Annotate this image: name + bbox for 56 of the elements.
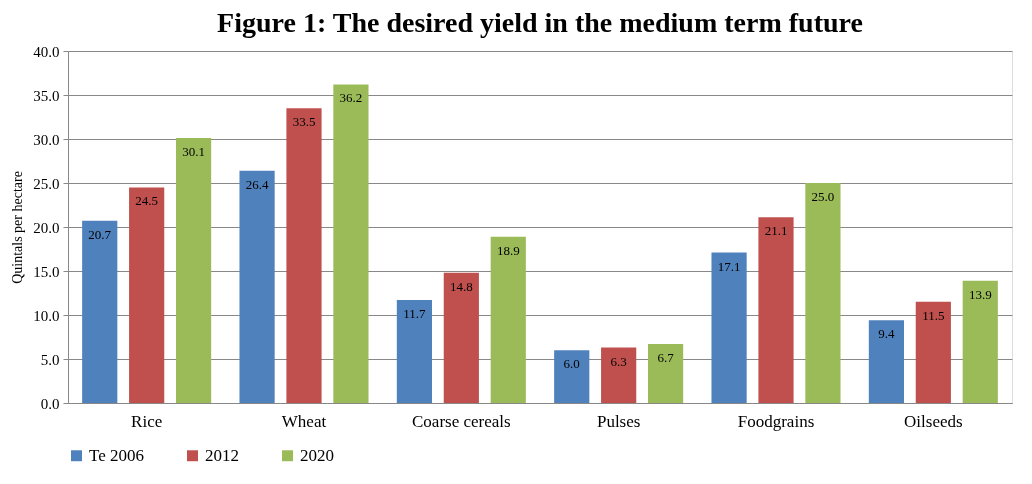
data-label: 6.7: [657, 350, 675, 366]
bar: [175, 138, 212, 403]
legend-label: Te 2006: [89, 445, 144, 465]
legend-label: 2020: [300, 445, 334, 465]
x-tick-label: Rice: [131, 411, 163, 431]
bar: [805, 183, 841, 403]
data-label: 20.7: [88, 226, 112, 242]
data-label: 30.1: [182, 144, 205, 160]
y-tick-label: 0.0: [40, 395, 60, 412]
x-tick-label: Foodgrains: [737, 411, 815, 431]
bar: [396, 300, 433, 403]
x-tick-label: Coarse cereals: [412, 411, 511, 431]
y-tick-label: 20.0: [33, 219, 60, 236]
data-label: 11.5: [922, 307, 945, 323]
bar: [647, 344, 684, 403]
bar: [286, 108, 322, 403]
bar: [915, 301, 951, 403]
x-tick-label: Oilseeds: [904, 411, 963, 431]
y-tick-label: 15.0: [33, 263, 60, 280]
bar: [82, 220, 118, 403]
data-label: 9.4: [878, 326, 896, 342]
bar: [239, 170, 275, 403]
data-label: 6.0: [563, 356, 580, 372]
y-axis-title: Quintals per hectare: [10, 171, 26, 284]
bar: [443, 272, 479, 403]
y-tick-label: 30.0: [33, 131, 60, 148]
data-label: 6.3: [610, 353, 627, 369]
bar: [554, 350, 590, 403]
data-label: 17.1: [717, 258, 741, 274]
bar: [333, 84, 369, 403]
y-tick-label: 40.0: [33, 43, 60, 60]
bar: [758, 217, 794, 403]
bar: [962, 280, 998, 403]
bar: [868, 320, 905, 403]
x-tick-label: Pulses: [596, 411, 641, 431]
data-label: 26.4: [245, 176, 269, 192]
chart-title: Figure 1: The desired yield in the medium term future: [217, 7, 863, 38]
data-label: 14.8: [449, 278, 473, 294]
y-tick-label: 25.0: [33, 175, 60, 192]
bar: [490, 236, 526, 403]
legend-label: 2012: [205, 445, 239, 465]
data-label: 36.2: [339, 90, 363, 106]
data-label: 25.0: [811, 189, 835, 204]
bar: [129, 187, 165, 403]
y-tick-label: 10.0: [33, 307, 60, 324]
data-label: 33.5: [292, 114, 316, 130]
data-label: 13.9: [968, 286, 992, 302]
data-label: 24.5: [135, 193, 159, 209]
data-label: 11.7: [403, 306, 427, 322]
bar: [601, 347, 637, 403]
y-tick-label: 5.0: [40, 351, 60, 368]
bar: [711, 252, 747, 403]
x-tick-label: Wheat: [281, 411, 327, 431]
data-label: 18.9: [496, 242, 520, 258]
y-tick-label: 35.0: [33, 87, 60, 104]
data-label: 21.1: [764, 223, 788, 239]
